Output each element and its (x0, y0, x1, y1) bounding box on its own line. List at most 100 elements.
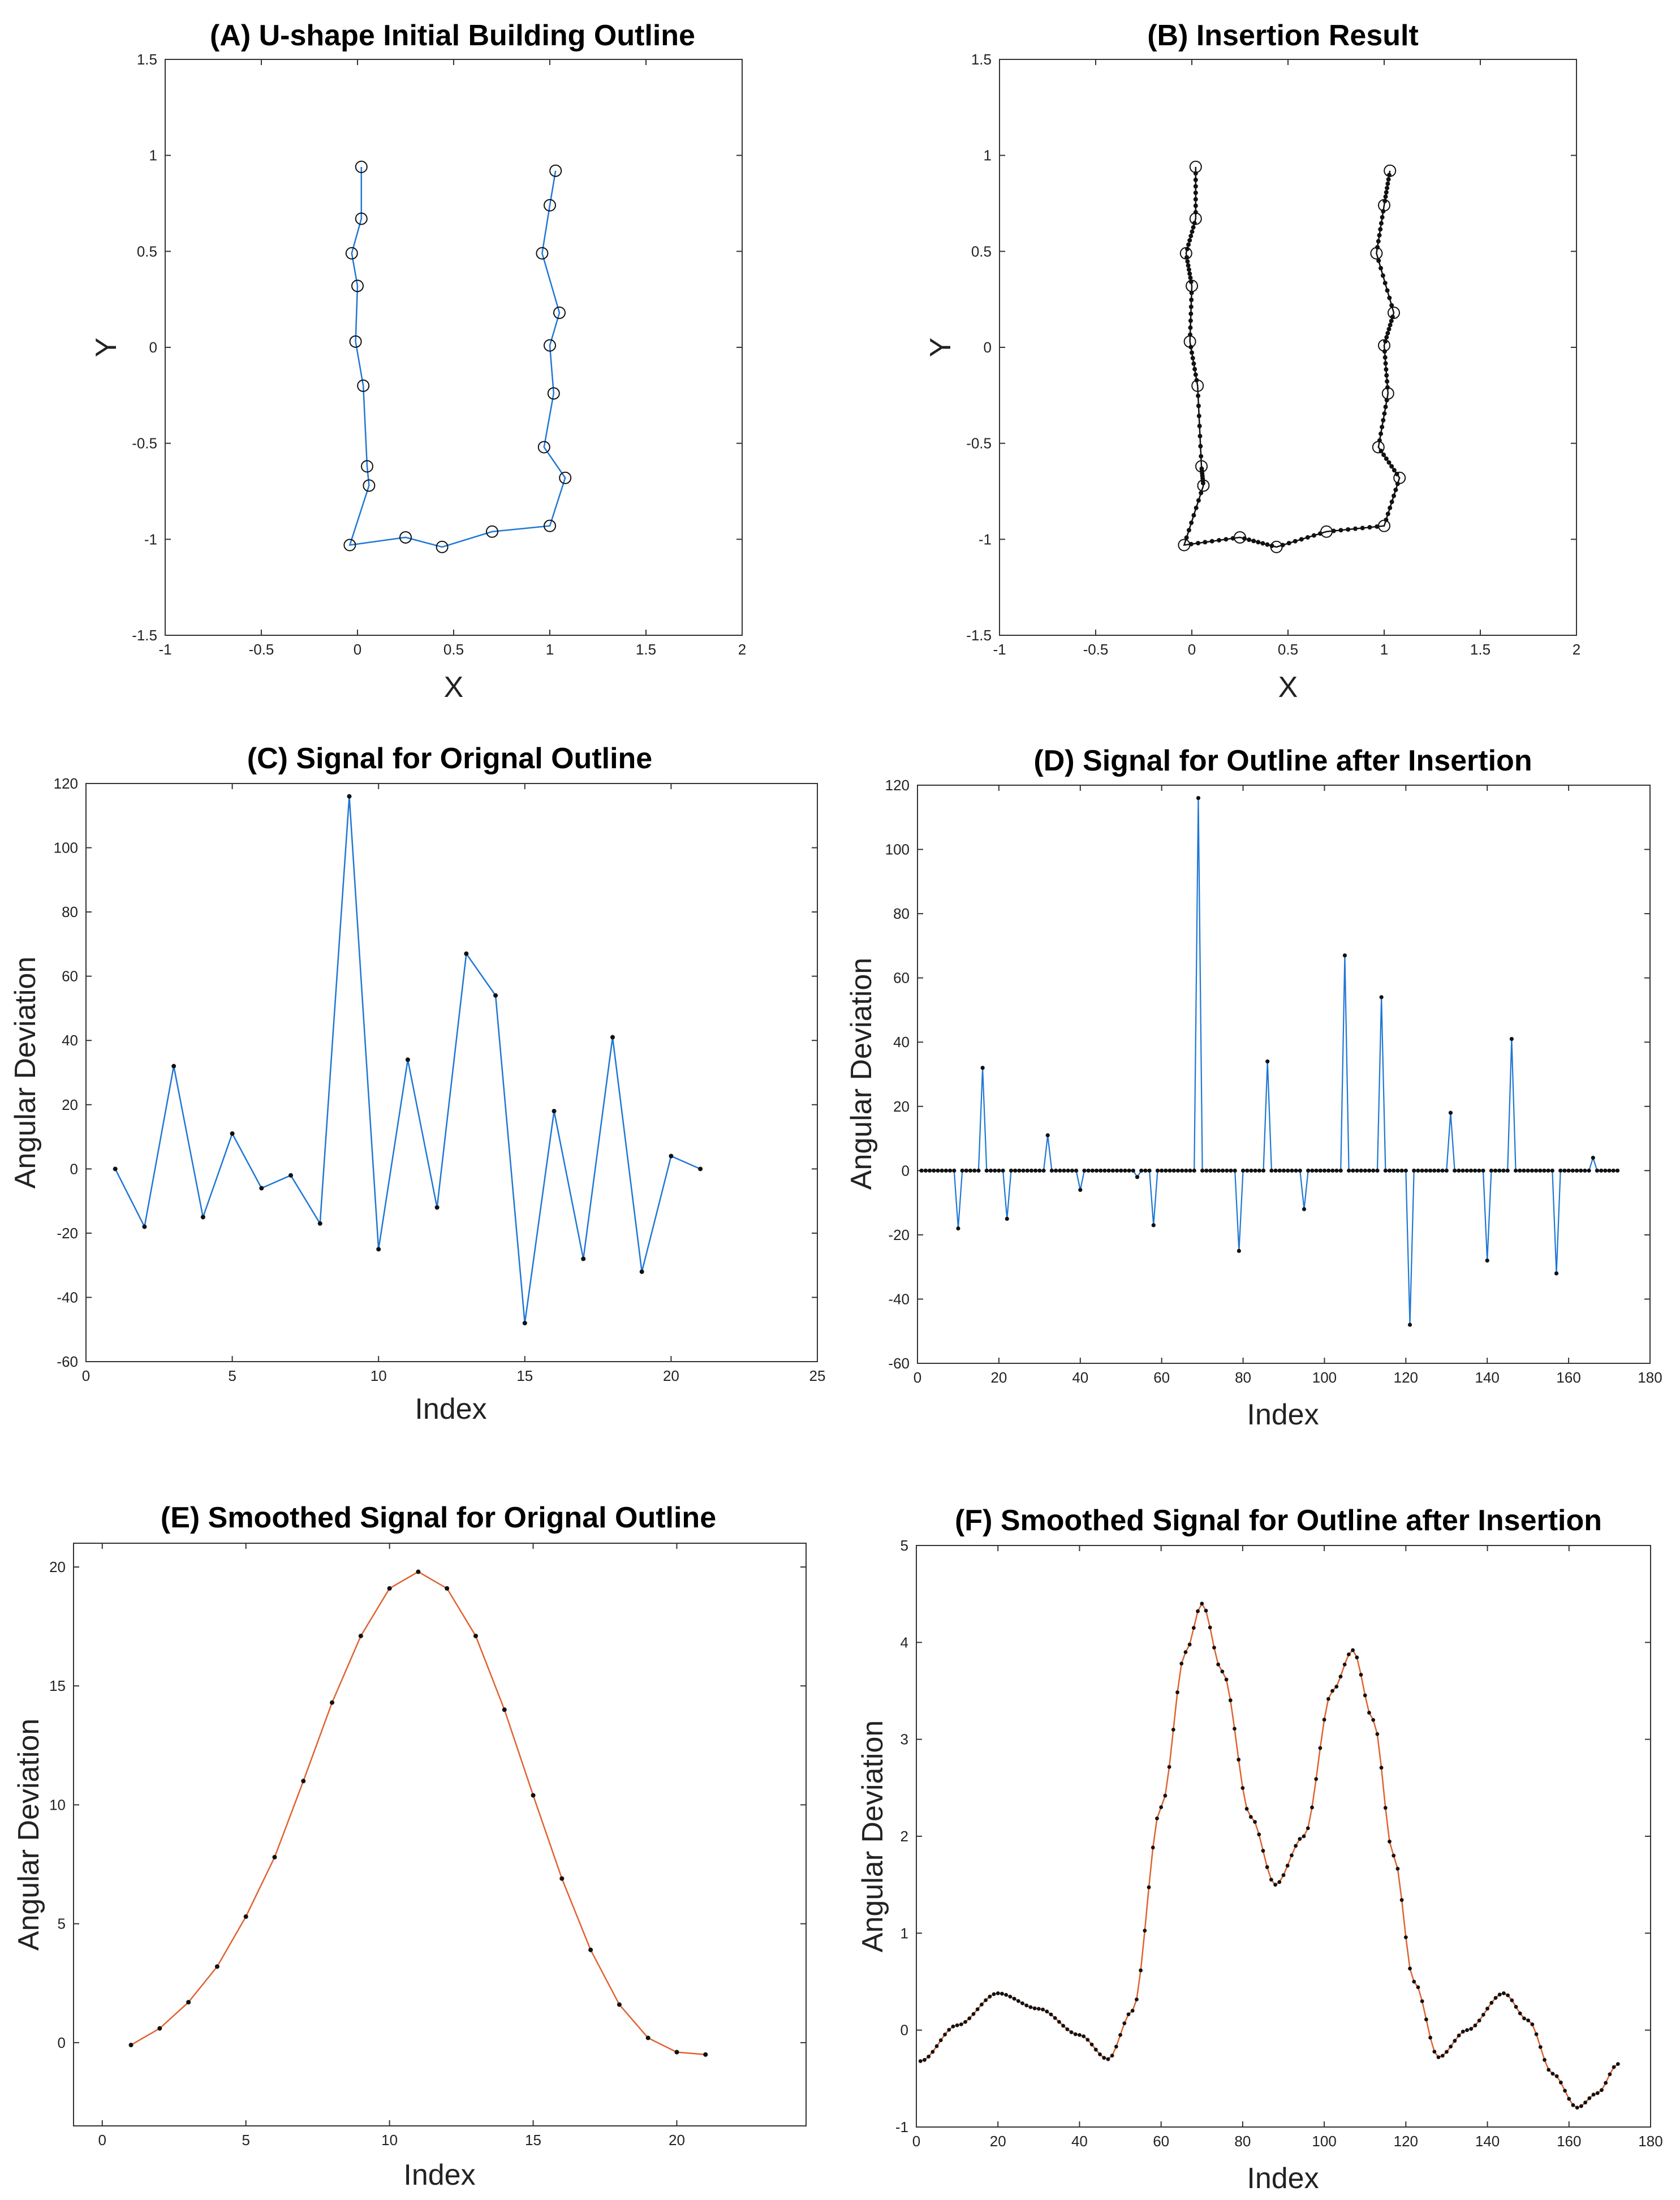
data-point (1041, 2007, 1045, 2012)
data-point (1436, 2055, 1441, 2060)
x-tick-label: 15 (516, 1367, 533, 1384)
data-point (1175, 1690, 1179, 1694)
data-point (1045, 1133, 1050, 1138)
data-point (1485, 2007, 1489, 2011)
inserted-point (1379, 221, 1384, 226)
data-point (1216, 1662, 1221, 1667)
inserted-point (1191, 225, 1196, 230)
vertex-marker (1191, 379, 1204, 392)
data-point (1375, 1732, 1380, 1736)
data-point (1579, 1168, 1583, 1173)
inserted-point (1197, 433, 1203, 438)
data-point (1461, 1168, 1465, 1173)
data-point (1061, 2024, 1065, 2028)
inserted-point (1196, 393, 1201, 398)
data-point (1139, 1968, 1143, 1973)
data-point (947, 1168, 953, 1173)
inserted-point (1382, 411, 1387, 416)
data-point (1281, 1873, 1286, 1878)
chart-title: (B) Insertion Result (1147, 19, 1419, 52)
data-point (1220, 1168, 1225, 1173)
data-point (956, 1226, 960, 1231)
data-point (1167, 1765, 1171, 1769)
vertex-marker (1270, 540, 1283, 553)
data-point (1049, 1168, 1054, 1173)
data-point (1428, 2035, 1433, 2040)
data-point (1518, 2011, 1522, 2016)
data-point (1273, 1883, 1277, 1887)
x-tick-label: 1 (1380, 641, 1388, 658)
data-point (1093, 2047, 1098, 2052)
inserted-point (1385, 330, 1390, 335)
data-point (1037, 1168, 1042, 1173)
inserted-point (1198, 444, 1203, 449)
vertex-marker (536, 247, 549, 260)
data-point (1143, 1168, 1148, 1173)
data-point (1395, 1168, 1400, 1173)
x-tick-label: 15 (525, 2132, 541, 2149)
y-tick-label: 60 (893, 970, 910, 987)
data-point (1359, 1673, 1363, 1677)
data-point (1159, 1805, 1164, 1810)
data-point (1608, 2072, 1612, 2077)
data-point (1049, 2012, 1053, 2017)
data-point (464, 951, 469, 956)
inserted-point (1185, 259, 1190, 264)
inserted-point (1385, 186, 1390, 191)
vertex-marker (1384, 164, 1397, 177)
vertex-marker (436, 540, 449, 553)
vertex-marker (343, 539, 356, 552)
vertex-marker (1320, 525, 1333, 538)
inserted-point (1196, 414, 1201, 419)
data-point (1220, 1669, 1225, 1674)
data-point (960, 1168, 964, 1173)
data-point (1147, 1168, 1152, 1173)
vertex-marker (486, 525, 498, 538)
chart-title: (C) Signal for Orignal Outline (247, 742, 652, 775)
data-point (1440, 2053, 1445, 2058)
data-point (1448, 1110, 1453, 1115)
data-point (1543, 2057, 1547, 2062)
data-point (1383, 1168, 1388, 1173)
y-tick-label: -1.5 (966, 627, 992, 644)
data-point (1616, 2062, 1620, 2066)
data-point (1481, 1168, 1485, 1173)
data-point (1102, 1168, 1107, 1173)
inserted-point (1188, 325, 1193, 330)
data-point (645, 2035, 651, 2040)
plot-area (85, 783, 818, 1362)
inserted-point (1247, 537, 1252, 543)
data-point (1032, 2006, 1037, 2010)
data-point (932, 1168, 936, 1173)
inserted-point (1190, 356, 1195, 361)
data-point (1408, 1966, 1412, 1971)
data-point (1130, 2009, 1135, 2013)
x-axis-label: X (444, 671, 464, 704)
data-point (1611, 1168, 1616, 1173)
data-point (1497, 1992, 1502, 1997)
data-point (1179, 1661, 1184, 1666)
data-point (1318, 1168, 1323, 1173)
data-point (967, 2016, 972, 2021)
inserted-point (1346, 527, 1351, 532)
data-point (955, 2023, 959, 2027)
inserted-point (1193, 197, 1198, 202)
data-point (1566, 1168, 1571, 1173)
data-point (1322, 1717, 1326, 1722)
data-point (1261, 1168, 1266, 1173)
data-point (1501, 1168, 1506, 1173)
data-point (1473, 1168, 1477, 1173)
vertex-marker (1189, 161, 1202, 174)
inserted-point (1338, 528, 1343, 533)
y-tick-label: -40 (888, 1290, 910, 1307)
data-point (1135, 1997, 1139, 2001)
data-point (1477, 2018, 1481, 2023)
data-point (1481, 2013, 1485, 2017)
vertex-marker (1388, 306, 1400, 319)
data-point (923, 1168, 928, 1173)
data-point (1346, 1652, 1351, 1656)
data-point (1538, 2045, 1543, 2050)
x-tick-label: -1 (993, 641, 1006, 658)
data-point (1294, 1844, 1298, 1848)
data-point (984, 1998, 988, 2003)
